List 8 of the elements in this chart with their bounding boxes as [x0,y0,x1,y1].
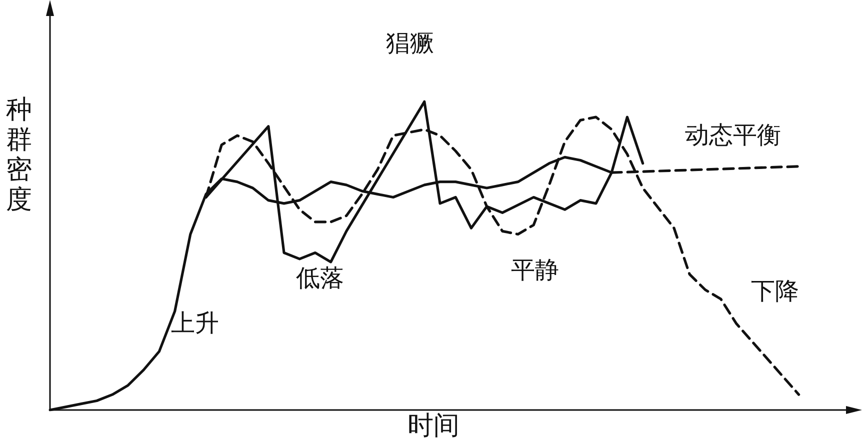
annotation: 动态平衡 [685,121,781,150]
annotation: 低落 [296,264,344,292]
annotation: 下降 [751,277,799,306]
annotation: 平静 [511,256,559,284]
y-axis-title: 种群密度 [5,95,33,215]
text: 猖獗 [386,29,434,58]
annotation: 上升 [171,309,219,338]
x-axis-title: 时间 [406,410,460,443]
